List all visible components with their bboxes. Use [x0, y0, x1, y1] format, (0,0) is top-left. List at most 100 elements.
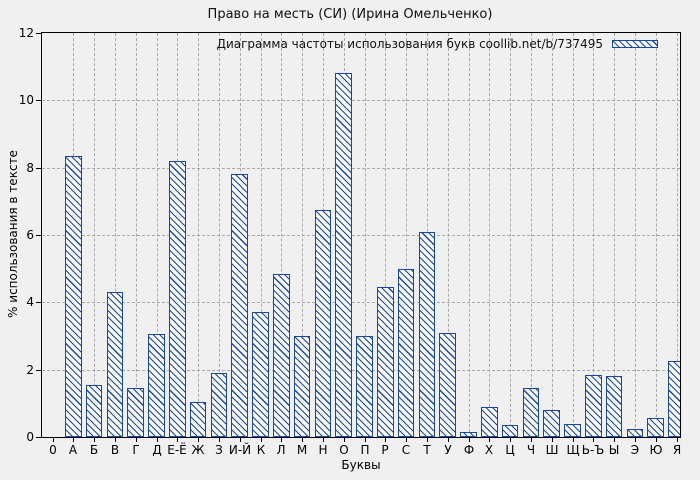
x-tick-label-К: К — [256, 443, 266, 457]
bar-Т — [418, 232, 436, 437]
y-tick-label-0: 0 — [26, 430, 34, 444]
x-tick-mark — [115, 438, 116, 442]
x-tick-mark — [73, 438, 74, 442]
bar-К — [252, 312, 269, 437]
x-tick-label-Н: Н — [318, 443, 328, 457]
bar-Ч — [522, 388, 540, 437]
x-tick-label-Е-Ё: Е-Ё — [167, 443, 187, 457]
bars-layer — [42, 33, 680, 437]
bar-Н — [314, 210, 332, 437]
x-tick-label-Ь-Ъ: Ь-Ъ — [581, 443, 605, 457]
bar-У — [439, 333, 456, 437]
vgridline-Я — [676, 33, 678, 437]
vgridline-Ж — [198, 33, 200, 437]
bar-Г — [127, 388, 144, 437]
x-tick-label-С: С — [401, 443, 411, 457]
x-tick-mark — [489, 438, 490, 442]
hgridline-4 — [42, 302, 680, 304]
bar-Ф — [460, 432, 477, 437]
vgridline-Г — [135, 33, 137, 437]
y-tick-mark — [36, 33, 41, 34]
x-tick-label-Г: Г — [132, 443, 140, 457]
y-tick-mark — [36, 370, 41, 371]
vgridline-Ы — [614, 33, 616, 437]
x-tick-mark — [448, 438, 449, 442]
bar-Л — [273, 274, 290, 437]
x-tick-label-Ш: Ш — [545, 443, 559, 457]
y-tick-mark — [36, 235, 41, 236]
vgridline-К — [260, 33, 262, 437]
bar-Б — [85, 385, 103, 437]
bar-С — [397, 269, 415, 437]
vgridline-Ф — [468, 33, 470, 437]
x-tick-mark — [677, 438, 678, 442]
vgridline-Щ — [572, 33, 574, 437]
x-tick-label-0: 0 — [49, 443, 57, 457]
bar-П — [356, 336, 373, 437]
bar-М — [293, 336, 311, 437]
vgridline-Ш — [551, 33, 553, 437]
x-tick-label-Ч: Ч — [526, 443, 536, 457]
x-tick-label-З: З — [215, 443, 223, 457]
x-tick-label-А: А — [68, 443, 78, 457]
hgridline-6 — [42, 235, 680, 236]
x-tick-label-М: М — [296, 443, 308, 457]
bar-Х — [481, 407, 498, 437]
y-tick-label-6: 6 — [26, 228, 34, 242]
chart-title: Право на месть (СИ) (Ирина Омельченко) — [207, 7, 493, 22]
vgridline-Э — [634, 33, 636, 437]
x-tick-label-Я: Я — [672, 443, 682, 457]
bar-И-Й — [231, 174, 248, 437]
legend-hatch-swatch-icon — [612, 40, 658, 48]
bar-О — [335, 73, 352, 437]
x-tick-label-И-Й: И-Й — [228, 443, 252, 457]
x-tick-mark — [593, 438, 594, 442]
y-tick-mark — [36, 437, 41, 438]
vgridline-Л — [281, 33, 283, 437]
vgridline-З — [218, 33, 220, 437]
y-tick-mark — [36, 168, 41, 169]
x-tick-label-Ы: Ы — [608, 443, 620, 457]
vgridline-В — [114, 33, 116, 437]
vgridline-Д — [156, 33, 158, 437]
x-tick-label-В: В — [110, 443, 120, 457]
x-tick-label-Ф: Ф — [463, 443, 475, 457]
bar-Ж — [189, 402, 207, 437]
y-tick-label-8: 8 — [26, 160, 34, 175]
bar-Ы — [605, 376, 623, 437]
x-tick-mark — [219, 438, 220, 442]
y-tick-label-10: 10 — [18, 93, 34, 108]
bar-Д — [148, 334, 165, 437]
bar-В — [106, 292, 124, 437]
x-tick-label-П: П — [360, 443, 370, 457]
y-tick-label-12: 12 — [18, 26, 34, 40]
x-tick-mark — [510, 438, 511, 442]
x-tick-mark — [136, 438, 137, 442]
bar-Ц — [501, 425, 519, 437]
hgridline-10 — [42, 100, 680, 102]
x-tick-label-У: У — [444, 443, 452, 457]
vgridline-Р — [385, 33, 387, 437]
x-tick-mark — [240, 438, 241, 442]
x-tick-mark — [614, 438, 615, 442]
x-tick-label-Д: Д — [152, 443, 162, 457]
x-tick-mark — [261, 438, 262, 442]
vgridline-С — [406, 33, 408, 437]
x-tick-mark — [157, 438, 158, 442]
bar-Е-Ё — [169, 161, 186, 437]
x-tick-mark — [94, 438, 95, 442]
bar-Ю — [647, 418, 664, 437]
x-tick-mark — [552, 438, 553, 442]
x-tick-mark — [427, 438, 428, 442]
legend-label: Диаграмма частоты использования букв coo… — [216, 37, 603, 51]
x-tick-mark — [177, 438, 178, 442]
x-tick-mark — [323, 438, 324, 442]
x-tick-label-Ц: Ц — [505, 443, 515, 457]
vgridline-Ь-Ъ — [593, 33, 595, 437]
x-tick-label-Р: Р — [381, 443, 389, 457]
vgridline-Х — [489, 33, 491, 437]
x-tick-mark — [656, 438, 657, 442]
vgridline-У — [447, 33, 449, 437]
y-tick-label-4: 4 — [26, 295, 34, 310]
